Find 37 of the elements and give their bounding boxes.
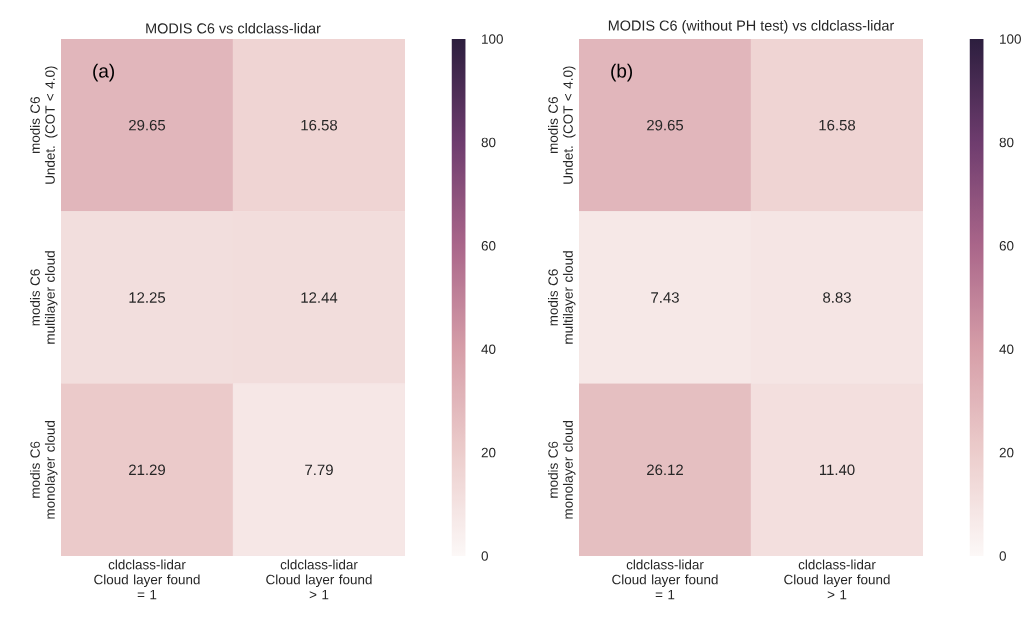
x-tick-label: cldclass-lidar Cloud layer found > 1 <box>266 559 372 600</box>
y-tick-label: modis C6 multilayer cloud <box>548 251 576 344</box>
y-tick-label: modis C6 monolayer cloud <box>548 421 576 519</box>
color-bar-label: 20 <box>481 447 496 458</box>
data-label: 12.25 <box>129 292 166 303</box>
y-tick-label: modis C6 multilayer cloud <box>29 251 58 344</box>
color-bar-label: 80 <box>999 137 1014 148</box>
data-label: 8.83 <box>823 292 851 303</box>
x-tick-label: cldclass-lidar Cloud layer found > 1 <box>784 559 890 600</box>
color-bar-label: 40 <box>999 344 1014 354</box>
data-label: 29.65 <box>647 119 684 131</box>
color-bar-label: 100 <box>482 34 503 44</box>
color-bar-label: 40 <box>481 344 496 354</box>
color-bar-label: 100 <box>1000 34 1021 44</box>
data-label: 16.58 <box>301 119 338 131</box>
data-label: 26.12 <box>647 464 683 476</box>
data-label: 29.65 <box>129 119 166 131</box>
y-tick-label: modis C6 monolayer cloud <box>29 421 58 519</box>
x-tick-label: cldclass-lidar Cloud layer found = 1 <box>612 559 718 600</box>
color-bar-label: 0 <box>481 551 488 561</box>
annotation: (a) <box>93 63 114 82</box>
color-bar-label: 80 <box>481 137 496 148</box>
data-label: 21.29 <box>129 464 165 476</box>
data-label: 12.44 <box>301 292 338 303</box>
color-bar-label: 0 <box>999 551 1006 561</box>
y-tick-label: modis C6 Undet. (COT < 4.0) <box>30 66 58 184</box>
y-tick-label: modis C6 Undet. (COT < 4.0) <box>548 66 576 184</box>
color-bar-label: 60 <box>999 241 1014 251</box>
data-label: 7.43 <box>651 292 679 303</box>
annotation: (b) <box>611 63 632 82</box>
chart-title: MODIS C6 (without PH test) vs cldclass-lidar <box>608 20 895 34</box>
data-label: 11.40 <box>820 464 855 476</box>
x-tick-label: cldclass-lidar Cloud layer found = 1 <box>94 559 200 600</box>
chart-title: MODIS C6 vs cldclass-lidar <box>146 22 321 34</box>
data-label: 7.79 <box>305 464 333 476</box>
color-bar-label: 60 <box>481 241 496 251</box>
color-bar-label: 20 <box>999 447 1014 458</box>
